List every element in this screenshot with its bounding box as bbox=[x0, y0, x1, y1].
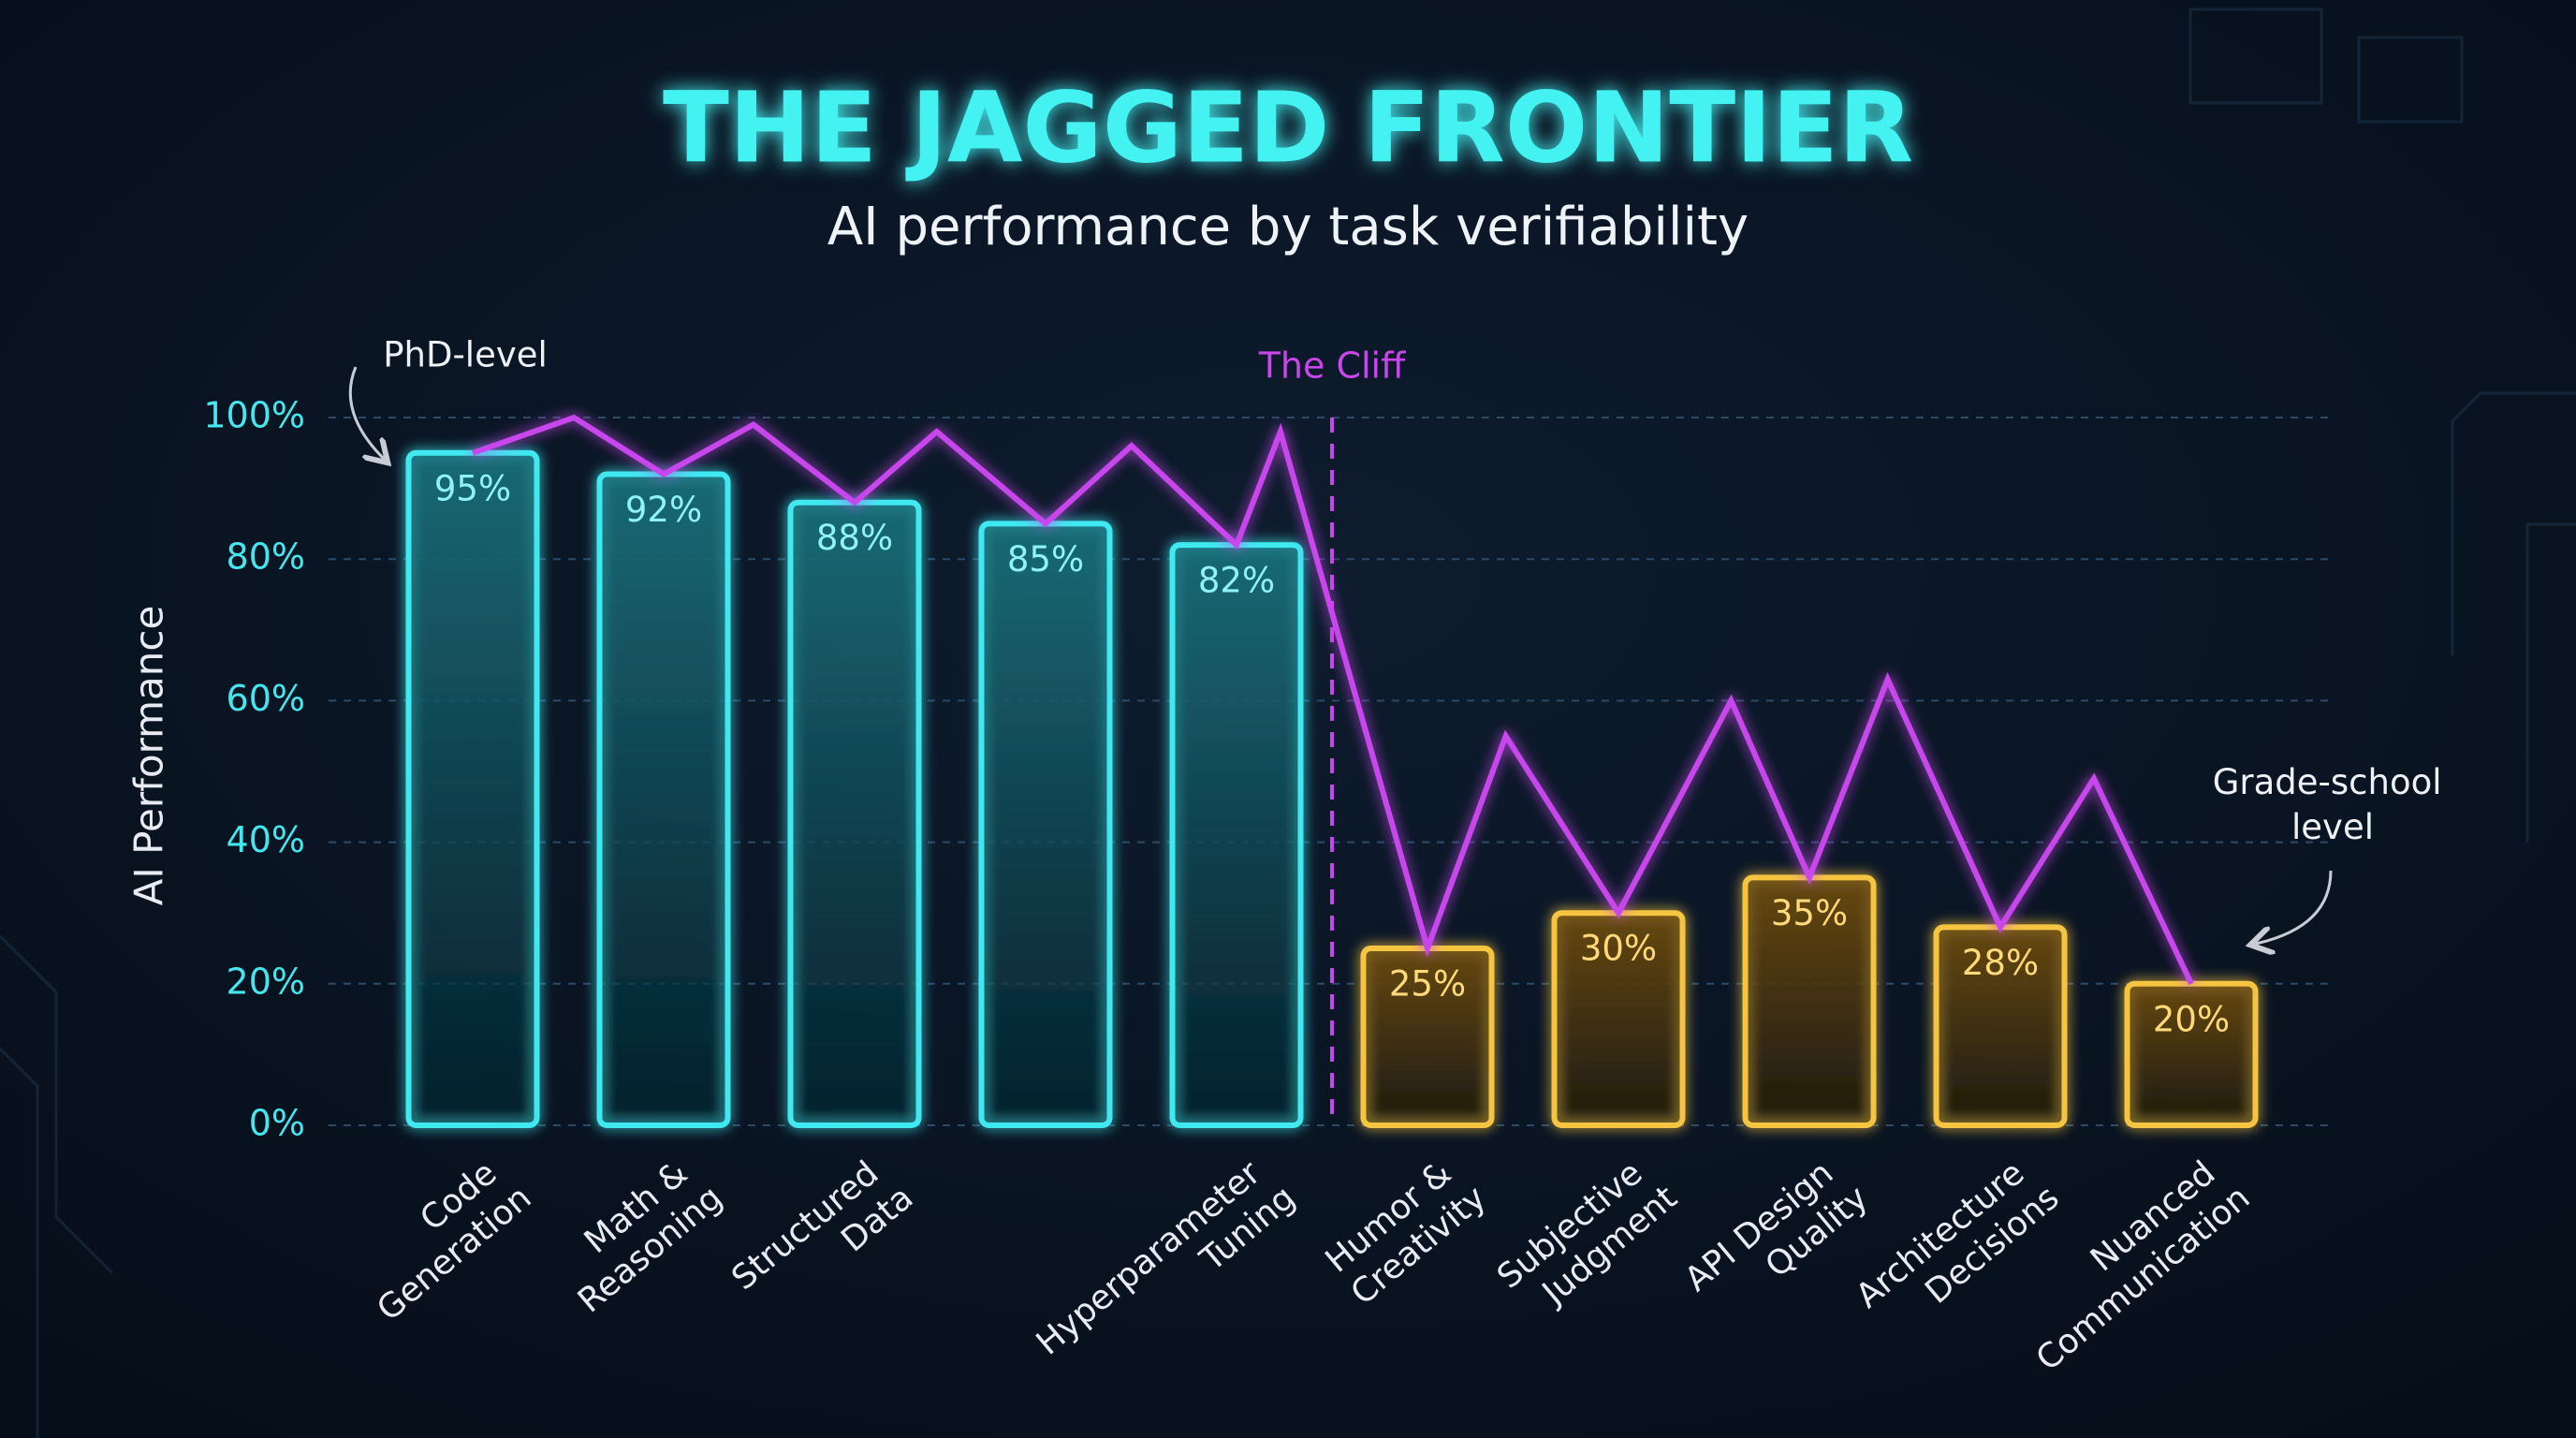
value-label: 92% bbox=[625, 490, 702, 530]
value-label: 85% bbox=[1007, 539, 1084, 580]
frontier-line bbox=[472, 414, 2194, 986]
bar bbox=[787, 499, 922, 1128]
value-label: 20% bbox=[2153, 999, 2230, 1039]
annotation-bottom: Grade-school level bbox=[2213, 762, 2453, 847]
bar bbox=[596, 471, 731, 1129]
bar bbox=[405, 449, 540, 1128]
chart-title: THE JAGGED FRONTIER bbox=[663, 70, 1913, 184]
value-label: 95% bbox=[434, 468, 511, 508]
y-tick-label: 40% bbox=[227, 819, 305, 860]
bar bbox=[1169, 542, 1304, 1128]
y-tick-label: 80% bbox=[227, 536, 305, 578]
annotation-arrow bbox=[2256, 870, 2333, 944]
annotation-arrow bbox=[348, 366, 384, 459]
cliff-label: The Cliff bbox=[1258, 345, 1406, 387]
value-label: 35% bbox=[1771, 893, 1848, 933]
value-label: 28% bbox=[1962, 943, 2039, 983]
y-tick-label: 100% bbox=[203, 395, 305, 436]
value-label: 25% bbox=[1389, 964, 1466, 1005]
circuit-decoration bbox=[0, 7, 2576, 1438]
annotation-top: PhD-level bbox=[383, 335, 548, 375]
y-tick-label: 20% bbox=[227, 961, 305, 1002]
y-tick-label: 60% bbox=[227, 678, 305, 719]
value-label: 88% bbox=[816, 518, 893, 558]
y-axis-label: AI Performance bbox=[126, 606, 172, 906]
bar bbox=[978, 521, 1113, 1128]
value-label: 82% bbox=[1198, 561, 1275, 601]
y-tick-label: 0% bbox=[249, 1103, 305, 1144]
chart-subtitle: AI performance by task verifiability bbox=[827, 197, 1749, 257]
value-label: 30% bbox=[1580, 929, 1657, 969]
